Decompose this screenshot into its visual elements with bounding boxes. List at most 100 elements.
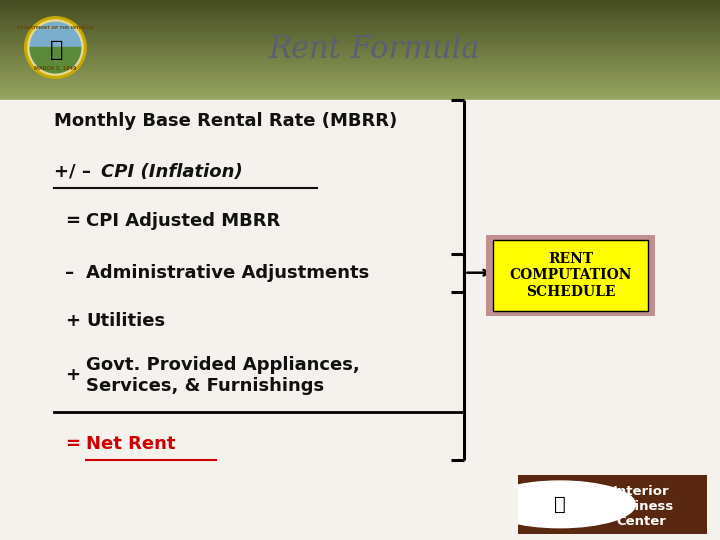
Bar [0,40,720,41]
Bar [0,20,720,21]
Bar [0,30,720,31]
Bar [0,81,720,83]
Text: Administrative Adjustments: Administrative Adjustments [86,264,369,282]
Polygon shape [24,17,86,78]
Bar [0,43,720,44]
Bar [0,91,720,92]
Text: Rent Formula: Rent Formula [269,35,480,65]
Bar [0,49,720,50]
Bar [0,87,720,89]
Text: 🦬: 🦬 [50,40,63,60]
Bar [0,90,720,91]
FancyBboxPatch shape [493,240,648,310]
Bar [0,37,720,39]
Bar [0,17,720,19]
Bar [0,66,720,68]
Text: Business: Business [608,500,674,513]
Bar [0,64,720,65]
Bar [0,19,720,20]
Polygon shape [30,48,81,73]
Bar [0,83,720,84]
Bar [0,29,720,30]
Bar [0,4,720,5]
Bar [0,9,720,10]
Bar [0,76,720,77]
Bar [0,44,720,45]
Bar [0,57,720,59]
Text: Monthly Base Rental Rate (MBRR): Monthly Base Rental Rate (MBRR) [54,112,397,131]
Bar [0,31,720,32]
Bar [0,60,720,61]
Bar [0,63,720,64]
Bar [0,75,720,76]
Bar [0,86,720,87]
Bar [0,73,720,75]
Text: CPI Adjusted MBRR: CPI Adjusted MBRR [86,212,281,231]
Bar [0,14,720,15]
Bar [0,6,720,8]
Bar [0,65,720,66]
Text: 🦬: 🦬 [554,495,566,514]
Text: +/ –: +/ – [54,163,91,181]
Bar [0,77,720,79]
Circle shape [485,481,635,528]
Bar [0,12,720,14]
Bar [0,53,720,55]
FancyBboxPatch shape [518,475,707,534]
Bar [0,1,720,3]
Bar [0,46,720,48]
Bar [0,51,720,52]
Bar [0,72,720,73]
Bar [0,68,720,69]
Bar [0,93,720,95]
Text: RENT
COMPUTATION
SCHEDULE: RENT COMPUTATION SCHEDULE [509,252,632,299]
Bar [0,26,720,28]
Text: +: + [65,312,80,330]
Bar [0,28,720,29]
Text: =: = [65,435,80,453]
Bar [0,70,720,71]
Bar [0,50,720,51]
Text: –: – [65,264,74,282]
Bar [0,25,720,26]
Text: Utilities: Utilities [86,312,166,330]
Bar [0,24,720,25]
Bar [0,45,720,46]
Bar [0,35,720,36]
Bar [0,3,720,4]
Bar [0,39,720,40]
Bar [0,36,720,37]
Text: Net Rent: Net Rent [86,435,176,453]
Bar [0,8,720,9]
Bar [0,96,720,97]
Bar [0,23,720,24]
Bar [0,85,720,86]
Bar [0,33,720,35]
Bar [0,32,720,33]
Text: Center: Center [616,515,666,528]
Text: Interior: Interior [613,485,670,498]
Bar [0,95,720,96]
Polygon shape [30,22,81,73]
Bar [0,10,720,11]
Bar [0,21,720,23]
Bar [0,41,720,43]
Text: MARCH 3, 1849: MARCH 3, 1849 [34,66,77,71]
Bar [0,11,720,12]
Bar [0,79,720,80]
Polygon shape [28,20,83,75]
Bar [0,100,720,540]
Bar [0,15,720,16]
Bar [0,16,720,17]
Bar [0,56,720,57]
Bar [0,92,720,93]
Bar [0,55,720,56]
Text: +: + [65,366,80,384]
Bar [0,61,720,63]
Bar [0,89,720,90]
Bar [0,52,720,53]
FancyBboxPatch shape [486,235,655,316]
Bar [0,0,720,1]
Bar [0,99,720,100]
Bar [0,80,720,81]
